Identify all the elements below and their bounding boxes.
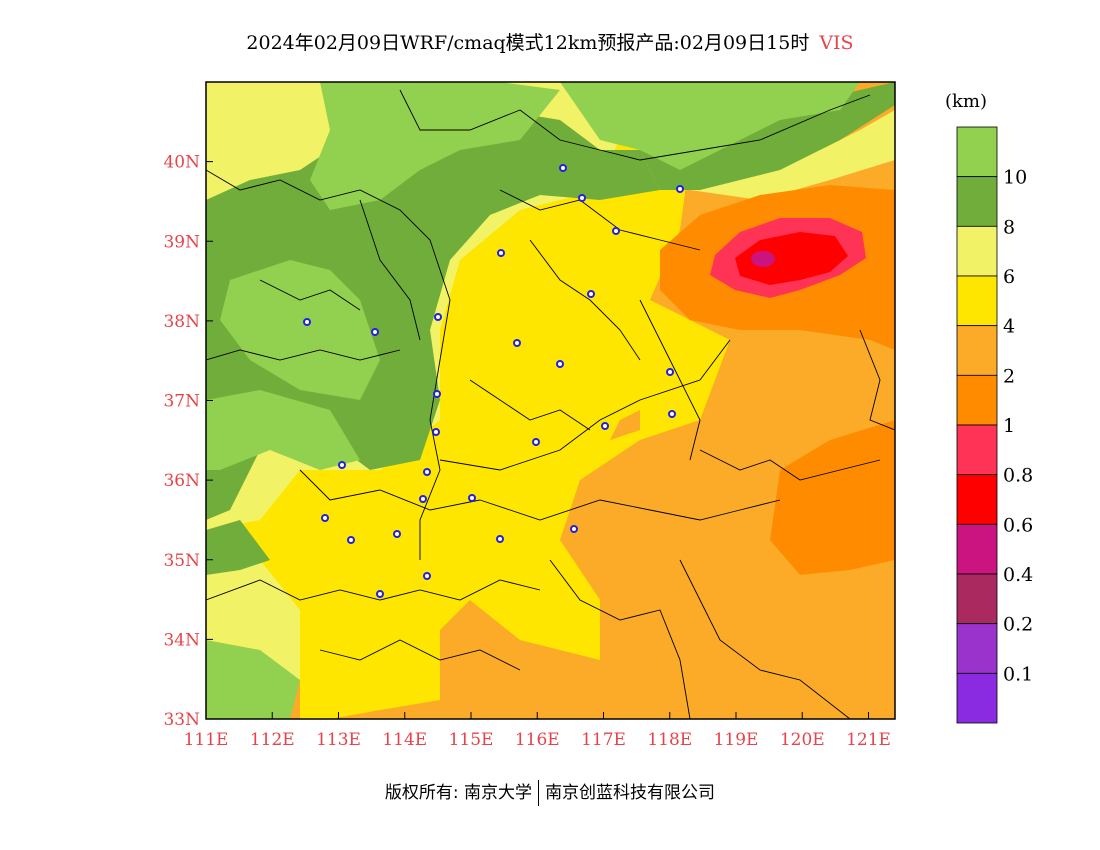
legend-label: 10 xyxy=(1003,167,1027,189)
city-markers xyxy=(303,164,684,598)
title-variable: VIS xyxy=(819,32,854,54)
y-tick-label: 35N xyxy=(163,551,200,571)
footer: 版权所有: 南京大学 南京创蓝科技有限公司 xyxy=(0,778,1100,806)
legend-label: 8 xyxy=(1003,216,1015,238)
legend-swatch xyxy=(956,474,998,525)
legend-swatch xyxy=(956,424,998,476)
legend-swatch xyxy=(956,374,998,426)
field-green-northeast xyxy=(560,82,860,170)
field-green-north xyxy=(310,82,560,210)
legend-label: 0.2 xyxy=(1003,614,1033,636)
x-tick-label: 119E xyxy=(714,730,759,750)
field-magenta xyxy=(751,251,775,267)
field-orange-spot xyxy=(610,410,640,440)
x-tick-label: 113E xyxy=(316,730,361,750)
y-tick-label: 33N xyxy=(163,710,200,730)
legend-label: 2 xyxy=(1003,365,1015,387)
field-red xyxy=(735,232,848,285)
legend-label: 4 xyxy=(1003,316,1015,338)
legend-label: 6 xyxy=(1003,266,1015,288)
legend-swatch xyxy=(956,623,998,674)
field-green-southwest xyxy=(206,640,300,719)
y-tick-label: 36N xyxy=(163,471,200,491)
legend-label: 0.1 xyxy=(1003,663,1033,685)
legend-swatch xyxy=(956,523,998,575)
y-tick-label: 40N xyxy=(163,153,200,173)
x-tick-label: 118E xyxy=(647,730,692,750)
legend-unit: (km) xyxy=(945,91,987,112)
legend-swatch xyxy=(956,225,998,277)
y-tick-label: 38N xyxy=(163,312,200,332)
copyright-text: 版权所有: 南京大学 xyxy=(384,783,533,803)
field-deeporange-se xyxy=(770,420,895,575)
legend: (km) 10 8 6 4 2 1 0.8 0.6 0.4 0.2 0.1 xyxy=(945,91,1033,724)
x-tick-label: 120E xyxy=(780,730,825,750)
y-tick-label: 39N xyxy=(163,232,200,252)
x-tick-label: 112E xyxy=(250,730,295,750)
y-tick-label: 34N xyxy=(163,630,200,650)
legend-label: 0.6 xyxy=(1003,514,1033,536)
admin-boundaries xyxy=(206,89,895,719)
x-tick-label: 111E xyxy=(184,730,229,750)
x-tick-label: 114E xyxy=(382,730,427,750)
company-text: 南京创蓝科技有限公司 xyxy=(545,783,716,803)
legend-label: 0.4 xyxy=(1003,564,1033,586)
chart-title: 2024年02月09日WRF/cmaq模式12km预报产品:02月09日15时 V… xyxy=(0,28,1100,55)
x-tick-label: 117E xyxy=(581,730,626,750)
legend-label: 0.8 xyxy=(1003,465,1033,487)
legend-swatch xyxy=(956,672,998,724)
x-axis: 111E 112E 113E 114E 115E 116E 117E 118E 119E 120E… xyxy=(184,712,891,750)
footer-separator xyxy=(538,780,540,806)
x-tick-label: 121E xyxy=(846,730,891,750)
field-green-west xyxy=(206,390,360,470)
field-green-central xyxy=(220,260,380,400)
x-tick-label: 116E xyxy=(515,730,560,750)
legend-swatch xyxy=(956,325,998,376)
title-main: 2024年02月09日WRF/cmaq模式12km预报产品:02月09日15时 xyxy=(246,32,810,54)
x-tick-label: 115E xyxy=(449,730,494,750)
legend-swatch xyxy=(956,176,998,227)
legend-swatch xyxy=(956,126,998,178)
visibility-field xyxy=(206,82,895,719)
legend-label: 1 xyxy=(1003,415,1015,437)
legend-swatch xyxy=(956,275,998,327)
y-axis: 33N 34N 35N 36N 37N 38N 39N 40N xyxy=(163,153,213,730)
legend-swatch xyxy=(956,573,998,625)
field-darkgreen-w xyxy=(206,520,270,575)
y-tick-label: 37N xyxy=(163,392,200,412)
